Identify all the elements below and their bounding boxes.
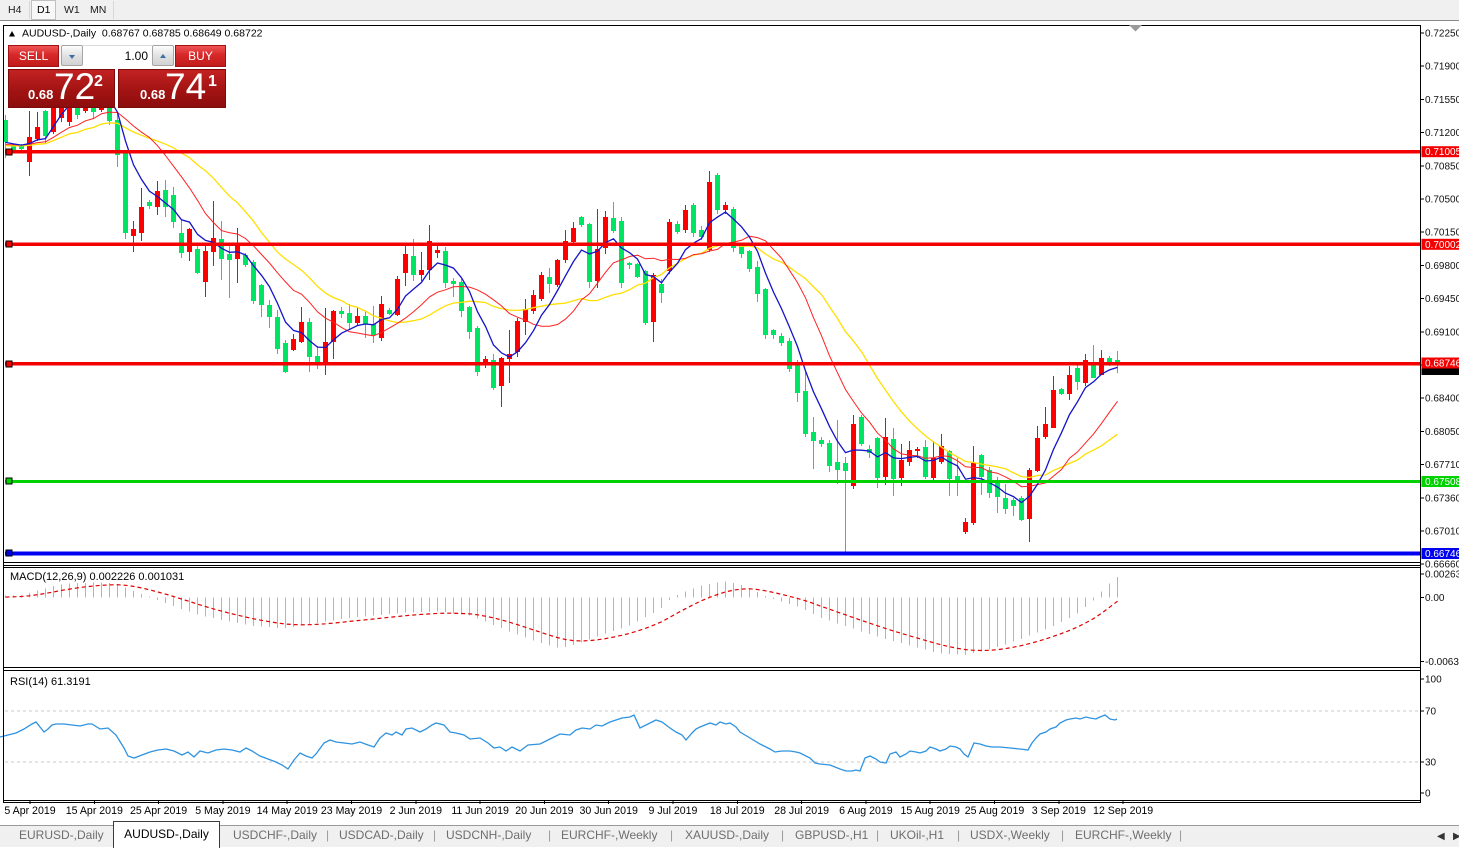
svg-text:0.67508: 0.67508 (1425, 477, 1459, 488)
svg-text:0.69450: 0.69450 (1425, 294, 1459, 305)
svg-text:3 Sep 2019: 3 Sep 2019 (1032, 805, 1086, 817)
svg-text:9 Jul 2019: 9 Jul 2019 (649, 805, 698, 817)
svg-text:0.71550: 0.71550 (1425, 95, 1459, 106)
svg-text:0.72250: 0.72250 (1425, 29, 1459, 40)
svg-text:RSI(14) 61.3191: RSI(14) 61.3191 (10, 676, 91, 688)
svg-text:30: 30 (1425, 758, 1437, 769)
svg-text:100: 100 (1425, 675, 1442, 686)
svg-text:0.67710: 0.67710 (1425, 460, 1459, 471)
svg-text:0.67360: 0.67360 (1425, 493, 1459, 504)
svg-text:5 May 2019: 5 May 2019 (195, 805, 250, 817)
svg-text:70: 70 (1425, 707, 1437, 718)
svg-text:15 Aug 2019: 15 Aug 2019 (900, 805, 960, 817)
svg-text:0.70002: 0.70002 (1425, 240, 1459, 251)
svg-text:0.71200: 0.71200 (1425, 128, 1459, 139)
svg-text:MACD(12,26,9) 0.002226 0.00103: MACD(12,26,9) 0.002226 0.001031 (10, 571, 184, 583)
svg-text:5 Apr 2019: 5 Apr 2019 (4, 805, 55, 817)
svg-text:0.71005: 0.71005 (1425, 147, 1459, 158)
svg-text:20 Jun 2019: 20 Jun 2019 (515, 805, 573, 817)
svg-text:0.66746: 0.66746 (1425, 549, 1459, 560)
svg-text:0.70850: 0.70850 (1425, 161, 1459, 172)
svg-text:-0.00632: -0.00632 (1425, 657, 1459, 668)
svg-text:2 Jun 2019: 2 Jun 2019 (390, 805, 443, 817)
svg-text:15 Apr 2019: 15 Apr 2019 (66, 805, 123, 817)
svg-text:AUDUSD-,Daily 0.68767 0.68785: AUDUSD-,Daily 0.68767 0.68785 0.68649 0.… (22, 28, 263, 40)
svg-text:0: 0 (1425, 789, 1431, 800)
svg-text:12 Sep 2019: 12 Sep 2019 (1093, 805, 1153, 817)
svg-text:0.69100: 0.69100 (1425, 327, 1459, 338)
svg-text:6 Aug 2019: 6 Aug 2019 (839, 805, 893, 817)
svg-text:11 Jun 2019: 11 Jun 2019 (451, 805, 509, 817)
svg-text:23 May 2019: 23 May 2019 (321, 805, 382, 817)
svg-text:25 Apr 2019: 25 Apr 2019 (130, 805, 187, 817)
svg-text:0.70150: 0.70150 (1425, 228, 1459, 239)
svg-text:18 Jul 2019: 18 Jul 2019 (710, 805, 765, 817)
svg-text:0.68746: 0.68746 (1425, 359, 1459, 370)
svg-text:0.00: 0.00 (1425, 593, 1445, 604)
svg-text:25 Aug 2019: 25 Aug 2019 (965, 805, 1025, 817)
svg-text:0.67010: 0.67010 (1425, 527, 1459, 538)
svg-text:0.68050: 0.68050 (1425, 427, 1459, 438)
svg-text:28 Jul 2019: 28 Jul 2019 (774, 805, 829, 817)
svg-text:0.71900: 0.71900 (1425, 62, 1459, 73)
svg-text:14 May 2019: 14 May 2019 (257, 805, 318, 817)
svg-text:0.70500: 0.70500 (1425, 195, 1459, 206)
svg-text:0.68400: 0.68400 (1425, 394, 1459, 405)
svg-text:0.69800: 0.69800 (1425, 261, 1459, 272)
svg-text:0.00263: 0.00263 (1425, 570, 1459, 581)
svg-text:30 Jun 2019: 30 Jun 2019 (580, 805, 638, 817)
